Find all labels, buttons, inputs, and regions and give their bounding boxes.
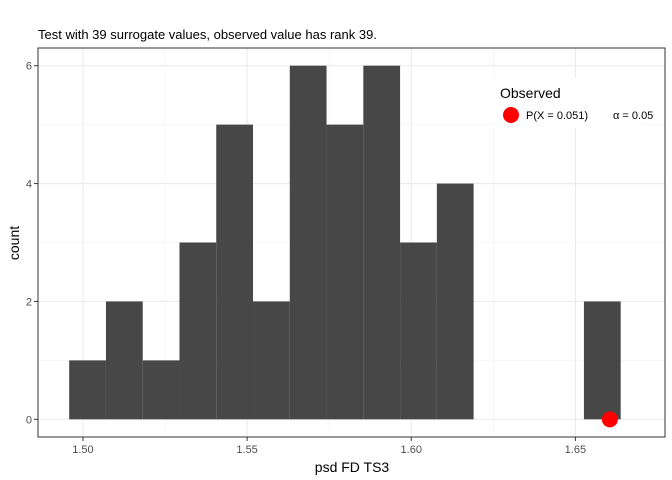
y-axis-title: count [6, 226, 22, 260]
y-tick-label: 0 [26, 414, 32, 426]
legend-alpha-label: α = 0.05 [613, 110, 653, 122]
legend-label: P(X = 0.051) [526, 110, 588, 122]
histogram-bar [583, 301, 621, 420]
y-tick-label: 2 [26, 296, 32, 308]
legend-marker-icon [503, 107, 519, 123]
histogram-bar [289, 65, 327, 420]
x-tick-label: 1.50 [72, 444, 93, 456]
histogram-bar [69, 360, 106, 420]
legend: Observed P(X = 0.051) α = 0.05 [492, 78, 653, 128]
x-tick-label: 1.60 [401, 444, 422, 456]
chart-title: Test with 39 surrogate values, observed … [38, 27, 377, 42]
legend-title: Observed [500, 85, 561, 101]
histogram-bar [400, 242, 437, 420]
y-tick-label: 6 [26, 61, 32, 73]
panel-border [37, 47, 666, 438]
x-tick-label: 1.65 [565, 444, 586, 456]
observed-point [601, 411, 618, 428]
histogram-bar [105, 301, 143, 420]
plot-panel: 0 2 4 6 1.50 1.55 1.60 1.65 [26, 47, 666, 456]
histogram-bar [436, 183, 474, 420]
histogram-bar [363, 65, 401, 420]
x-tick-label: 1.55 [236, 444, 257, 456]
histogram-bar [142, 360, 180, 420]
y-tick-label: 4 [26, 179, 32, 191]
histogram-bar [253, 301, 290, 420]
histogram-bar [179, 242, 217, 420]
histogram-bar [326, 124, 364, 420]
histogram-bar [216, 124, 254, 420]
x-axis-title: psd FD TS3 [315, 459, 390, 475]
